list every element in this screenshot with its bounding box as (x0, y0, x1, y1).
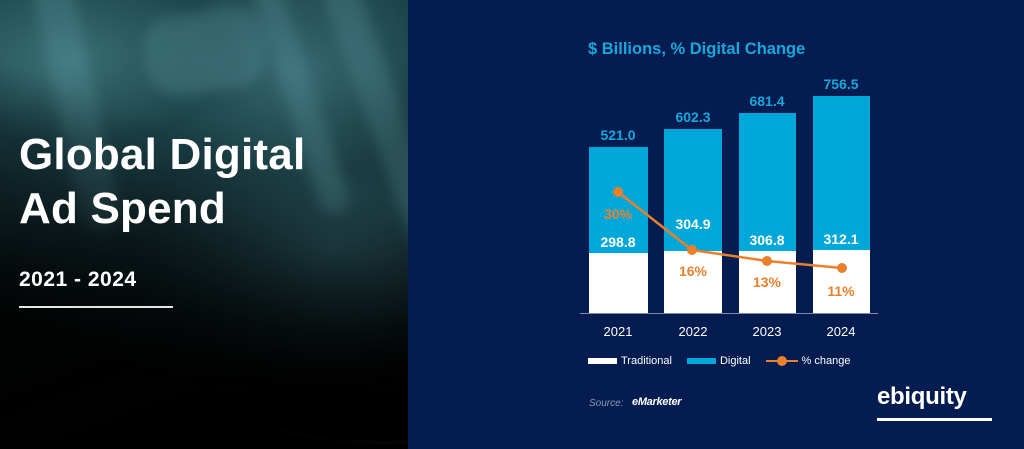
digital-swatch-icon (686, 358, 716, 364)
x-tick-label: 2024 (826, 324, 856, 339)
line-marker-icon (765, 356, 798, 366)
chart-legend: Traditional Digital % change (588, 355, 865, 367)
bar-digital-segment (739, 113, 796, 251)
digital-total-label: 756.5 (823, 76, 859, 92)
title-line-2: Ad Spend (19, 184, 226, 233)
traditional-value-label: 312.1 (823, 231, 859, 247)
bar-2021 (589, 147, 648, 313)
pct-change-label: 13% (752, 274, 782, 290)
traditional-value-label: 298.8 (600, 234, 636, 250)
pct-change-label: 11% (827, 283, 855, 299)
title-underline (19, 306, 173, 308)
digital-total-label: 681.4 (749, 93, 785, 109)
bar-digital-segment (813, 96, 870, 250)
bar-digital-segment (664, 129, 722, 251)
x-tick-label: 2022 (678, 324, 708, 339)
chart-title: $ Billions, % Digital Change (588, 40, 806, 58)
legend-item-digital: Digital (686, 355, 751, 367)
traditional-swatch-icon (588, 358, 617, 364)
hero-shadow (0, 0, 408, 449)
bar-2024 (813, 96, 870, 313)
pct-change-label: 16% (678, 263, 708, 279)
bar-traditional-segment (664, 251, 722, 313)
source-name: eMarketer (632, 396, 682, 408)
pct-change-label: 30% (603, 206, 633, 222)
title-line-1: Global Digital (19, 130, 306, 179)
x-axis-line (580, 313, 878, 314)
legend-label: Digital (719, 355, 751, 367)
ebiquity-logo: ebiquity (877, 383, 967, 410)
traditional-value-label: 306.8 (749, 232, 785, 248)
legend-item-traditional: Traditional (588, 355, 672, 367)
digital-total-label: 521.0 (600, 127, 636, 143)
legend-label: % change (801, 355, 851, 367)
page-title: Global Digital Ad Spend (19, 128, 305, 236)
x-tick-label: 2023 (752, 324, 782, 339)
bar-traditional-segment (813, 250, 870, 313)
traditional-value-label: 304.9 (675, 216, 711, 232)
date-range: 2021 - 2024 (19, 268, 137, 291)
bar-traditional-segment (589, 253, 648, 313)
logo-underline (877, 418, 992, 421)
hero-panel: Global Digital Ad Spend 2021 - 2024 (0, 0, 408, 449)
legend-label: Traditional (621, 355, 672, 367)
x-tick-label: 2021 (603, 324, 633, 339)
digital-total-label: 602.3 (675, 109, 711, 125)
source-label: Source: (589, 398, 624, 409)
legend-item-pct-change: % change (765, 355, 851, 367)
